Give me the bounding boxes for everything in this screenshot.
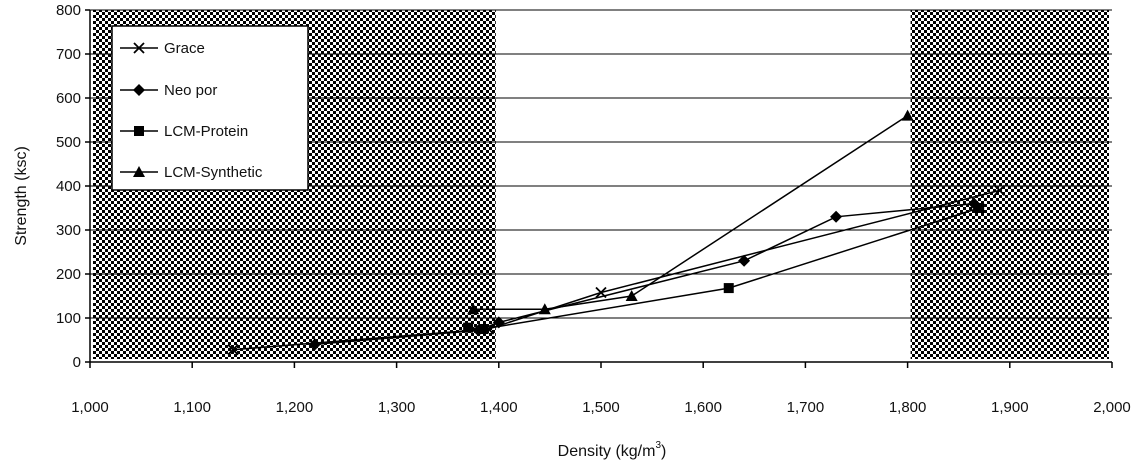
x-tick-label: 1,500 — [582, 399, 620, 416]
series-line-neo-por — [314, 202, 975, 346]
legend-label-neo-por: Neo por — [164, 82, 217, 99]
x-tick-label: 1,700 — [787, 399, 825, 416]
data-point-lcm-synthetic — [467, 303, 480, 315]
x-axis-title-main: Density (kg/m — [558, 443, 656, 460]
series — [227, 109, 1006, 356]
y-tick-label: 400 — [56, 178, 81, 195]
x-axis-title: Density (kg/m3) — [558, 440, 667, 460]
legend-label-lcm-protein: LCM-Protein — [164, 123, 248, 140]
legend-label-grace: Grace — [164, 40, 205, 57]
data-point-neo-por — [308, 338, 321, 351]
x-tick-label: 1,300 — [378, 399, 416, 416]
x-tick-label: 1,800 — [889, 399, 927, 416]
series-lcm-protein — [463, 203, 985, 334]
y-tick-label: 800 — [56, 2, 81, 19]
diamond-marker-icon — [133, 84, 145, 96]
axes: 0 100 200 300 400 500 600 700 800 1,000 1,100 1,200… — [56, 2, 1131, 416]
x-tick-label: 2,000 — [1093, 399, 1131, 416]
x-tick-label: 1,900 — [991, 399, 1029, 416]
legend: Grace Neo por LCM-Protein LCM-Synthetic — [111, 25, 309, 191]
series-line-lcm-synthetic — [473, 114, 909, 310]
shaded-region-1 — [910, 10, 1109, 359]
legend-label-lcm-synthetic: LCM-Synthetic — [164, 164, 263, 181]
series-lcm-synthetic — [467, 109, 914, 315]
legend-box — [111, 25, 309, 191]
data-point-lcm-protein — [478, 324, 489, 334]
legend-item-lcm-protein: LCM-Protein — [120, 123, 248, 140]
y-tick-label: 500 — [56, 134, 81, 151]
data-point-lcm-synthetic — [538, 303, 551, 315]
data-point-lcm-synthetic — [901, 109, 914, 121]
legend-item-neo-por: Neo por — [120, 82, 217, 99]
y-tick-label: 300 — [56, 222, 81, 239]
y-tick-label: 600 — [56, 90, 81, 107]
y-tick-label: 700 — [56, 46, 81, 63]
legend-item-lcm-synthetic: LCM-Synthetic — [120, 164, 263, 181]
x-tick-label: 1,600 — [684, 399, 722, 416]
y-tick-label: 200 — [56, 266, 81, 283]
data-point-lcm-synthetic — [625, 290, 638, 301]
series-line-lcm-protein — [468, 207, 980, 330]
legend-item-grace: Grace — [120, 40, 205, 57]
x-tick-label: 1,400 — [480, 399, 518, 416]
x-axis-title-superscript: 3 — [655, 440, 661, 451]
square-marker-icon — [134, 126, 144, 136]
data-point-lcm-protein — [723, 283, 734, 294]
y-tick-label: 100 — [56, 310, 81, 327]
y-tick-label: 0 — [73, 354, 81, 371]
y-axis-title: Strength (ksc) — [13, 146, 30, 246]
data-point-grace — [227, 344, 239, 356]
x-marker-icon — [133, 42, 145, 54]
data-point-grace — [993, 184, 1006, 197]
data-point-lcm-protein — [974, 203, 985, 213]
x-tick-label: 1,100 — [173, 399, 211, 416]
data-point-neo-por — [738, 254, 751, 267]
data-point-lcm-protein — [463, 322, 474, 333]
triangle-marker-icon — [133, 166, 145, 177]
data-point-neo-por — [830, 210, 843, 223]
x-tick-label: 1,200 — [276, 399, 314, 416]
x-tick-label: 1,000 — [71, 399, 109, 416]
x-axis-title-close: ) — [661, 443, 666, 460]
